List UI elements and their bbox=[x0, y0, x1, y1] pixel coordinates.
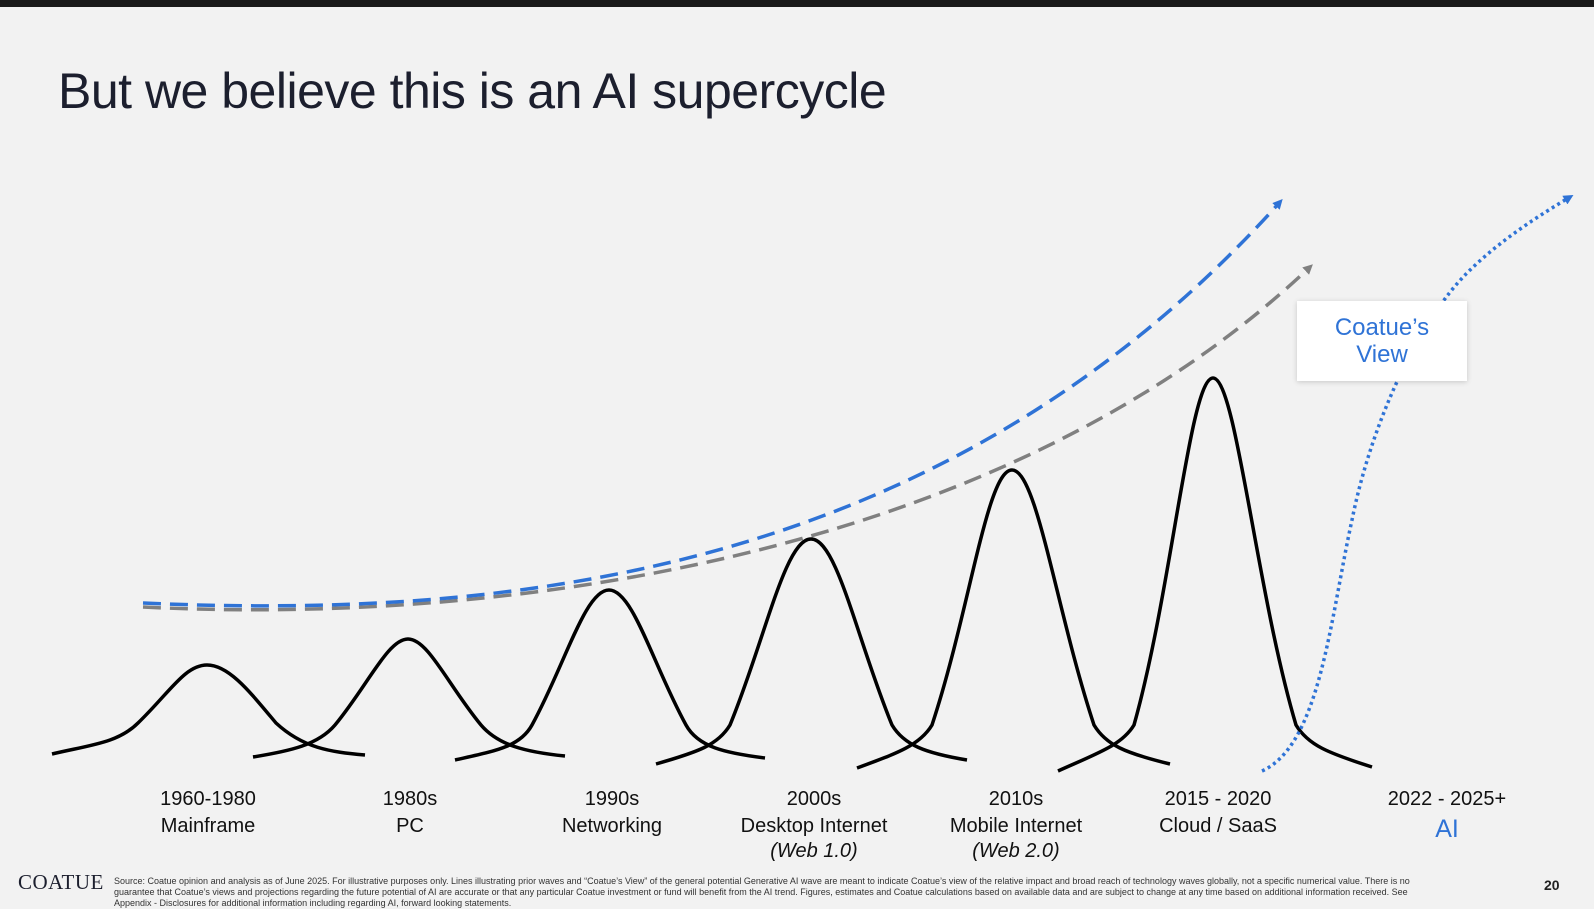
wave-curve-pc bbox=[252, 637, 566, 759]
source-footnote: Source: Coatue opinion and analysis as o… bbox=[114, 876, 1410, 908]
wave-subtitle: (Web 2.0) bbox=[972, 840, 1060, 862]
trend-line-gray bbox=[142, 264, 1313, 612]
wave-label-cloud-saas: 2015 - 2020 Cloud / SaaS bbox=[1108, 786, 1328, 840]
trend-line-blue bbox=[142, 199, 1283, 608]
wave-curve-desktop-internet bbox=[655, 537, 968, 766]
page-title: But we believe this is an AI supercycle bbox=[58, 63, 887, 119]
wave-label-desktop-internet: 2000s Desktop Internet (Web 1.0) bbox=[704, 786, 924, 863]
wave-name: AI bbox=[1435, 815, 1459, 843]
wave-period: 2022 - 2025+ bbox=[1387, 788, 1507, 810]
wave-label-ai: 2022 - 2025+ AI bbox=[1337, 786, 1557, 846]
wave-curve-mobile-internet bbox=[856, 468, 1171, 770]
wave-label-mobile-internet: 2010s Mobile Internet (Web 2.0) bbox=[906, 786, 1126, 863]
wave-period: 1960-1980 bbox=[160, 788, 256, 810]
wave-curve-cloud-saas bbox=[1057, 376, 1373, 773]
coatue-view-callout: Coatue’s View bbox=[1297, 301, 1467, 381]
wave-label-pc: 1980s PC bbox=[300, 786, 520, 840]
top-bar bbox=[0, 0, 1594, 7]
wave-label-networking: 1990s Networking bbox=[502, 786, 722, 840]
wave-name: Mainframe bbox=[160, 815, 256, 837]
wave-subtitle: (Web 1.0) bbox=[770, 840, 858, 862]
page-number: 20 bbox=[1544, 877, 1560, 893]
wave-name: PC bbox=[396, 815, 424, 837]
wave-period: 2000s bbox=[786, 788, 842, 810]
wave-period: 2015 - 2020 bbox=[1164, 788, 1272, 810]
wave-name: Desktop Internet bbox=[740, 815, 888, 837]
wave-curve-networking bbox=[454, 588, 766, 762]
wave-period: 1990s bbox=[584, 788, 640, 810]
wave-name: Networking bbox=[561, 815, 663, 837]
wave-name: Mobile Internet bbox=[949, 815, 1083, 837]
wave-name: Cloud / SaaS bbox=[1159, 815, 1277, 837]
coatue-logo: COATUE bbox=[18, 870, 104, 894]
wave-label-mainframe: 1960-1980 Mainframe bbox=[98, 786, 318, 840]
coatue-view-ai-curve bbox=[1261, 194, 1574, 773]
wave-curve-mainframe bbox=[51, 663, 366, 757]
wave-period: 1980s bbox=[382, 788, 438, 810]
wave-period: 2010s bbox=[988, 788, 1044, 810]
